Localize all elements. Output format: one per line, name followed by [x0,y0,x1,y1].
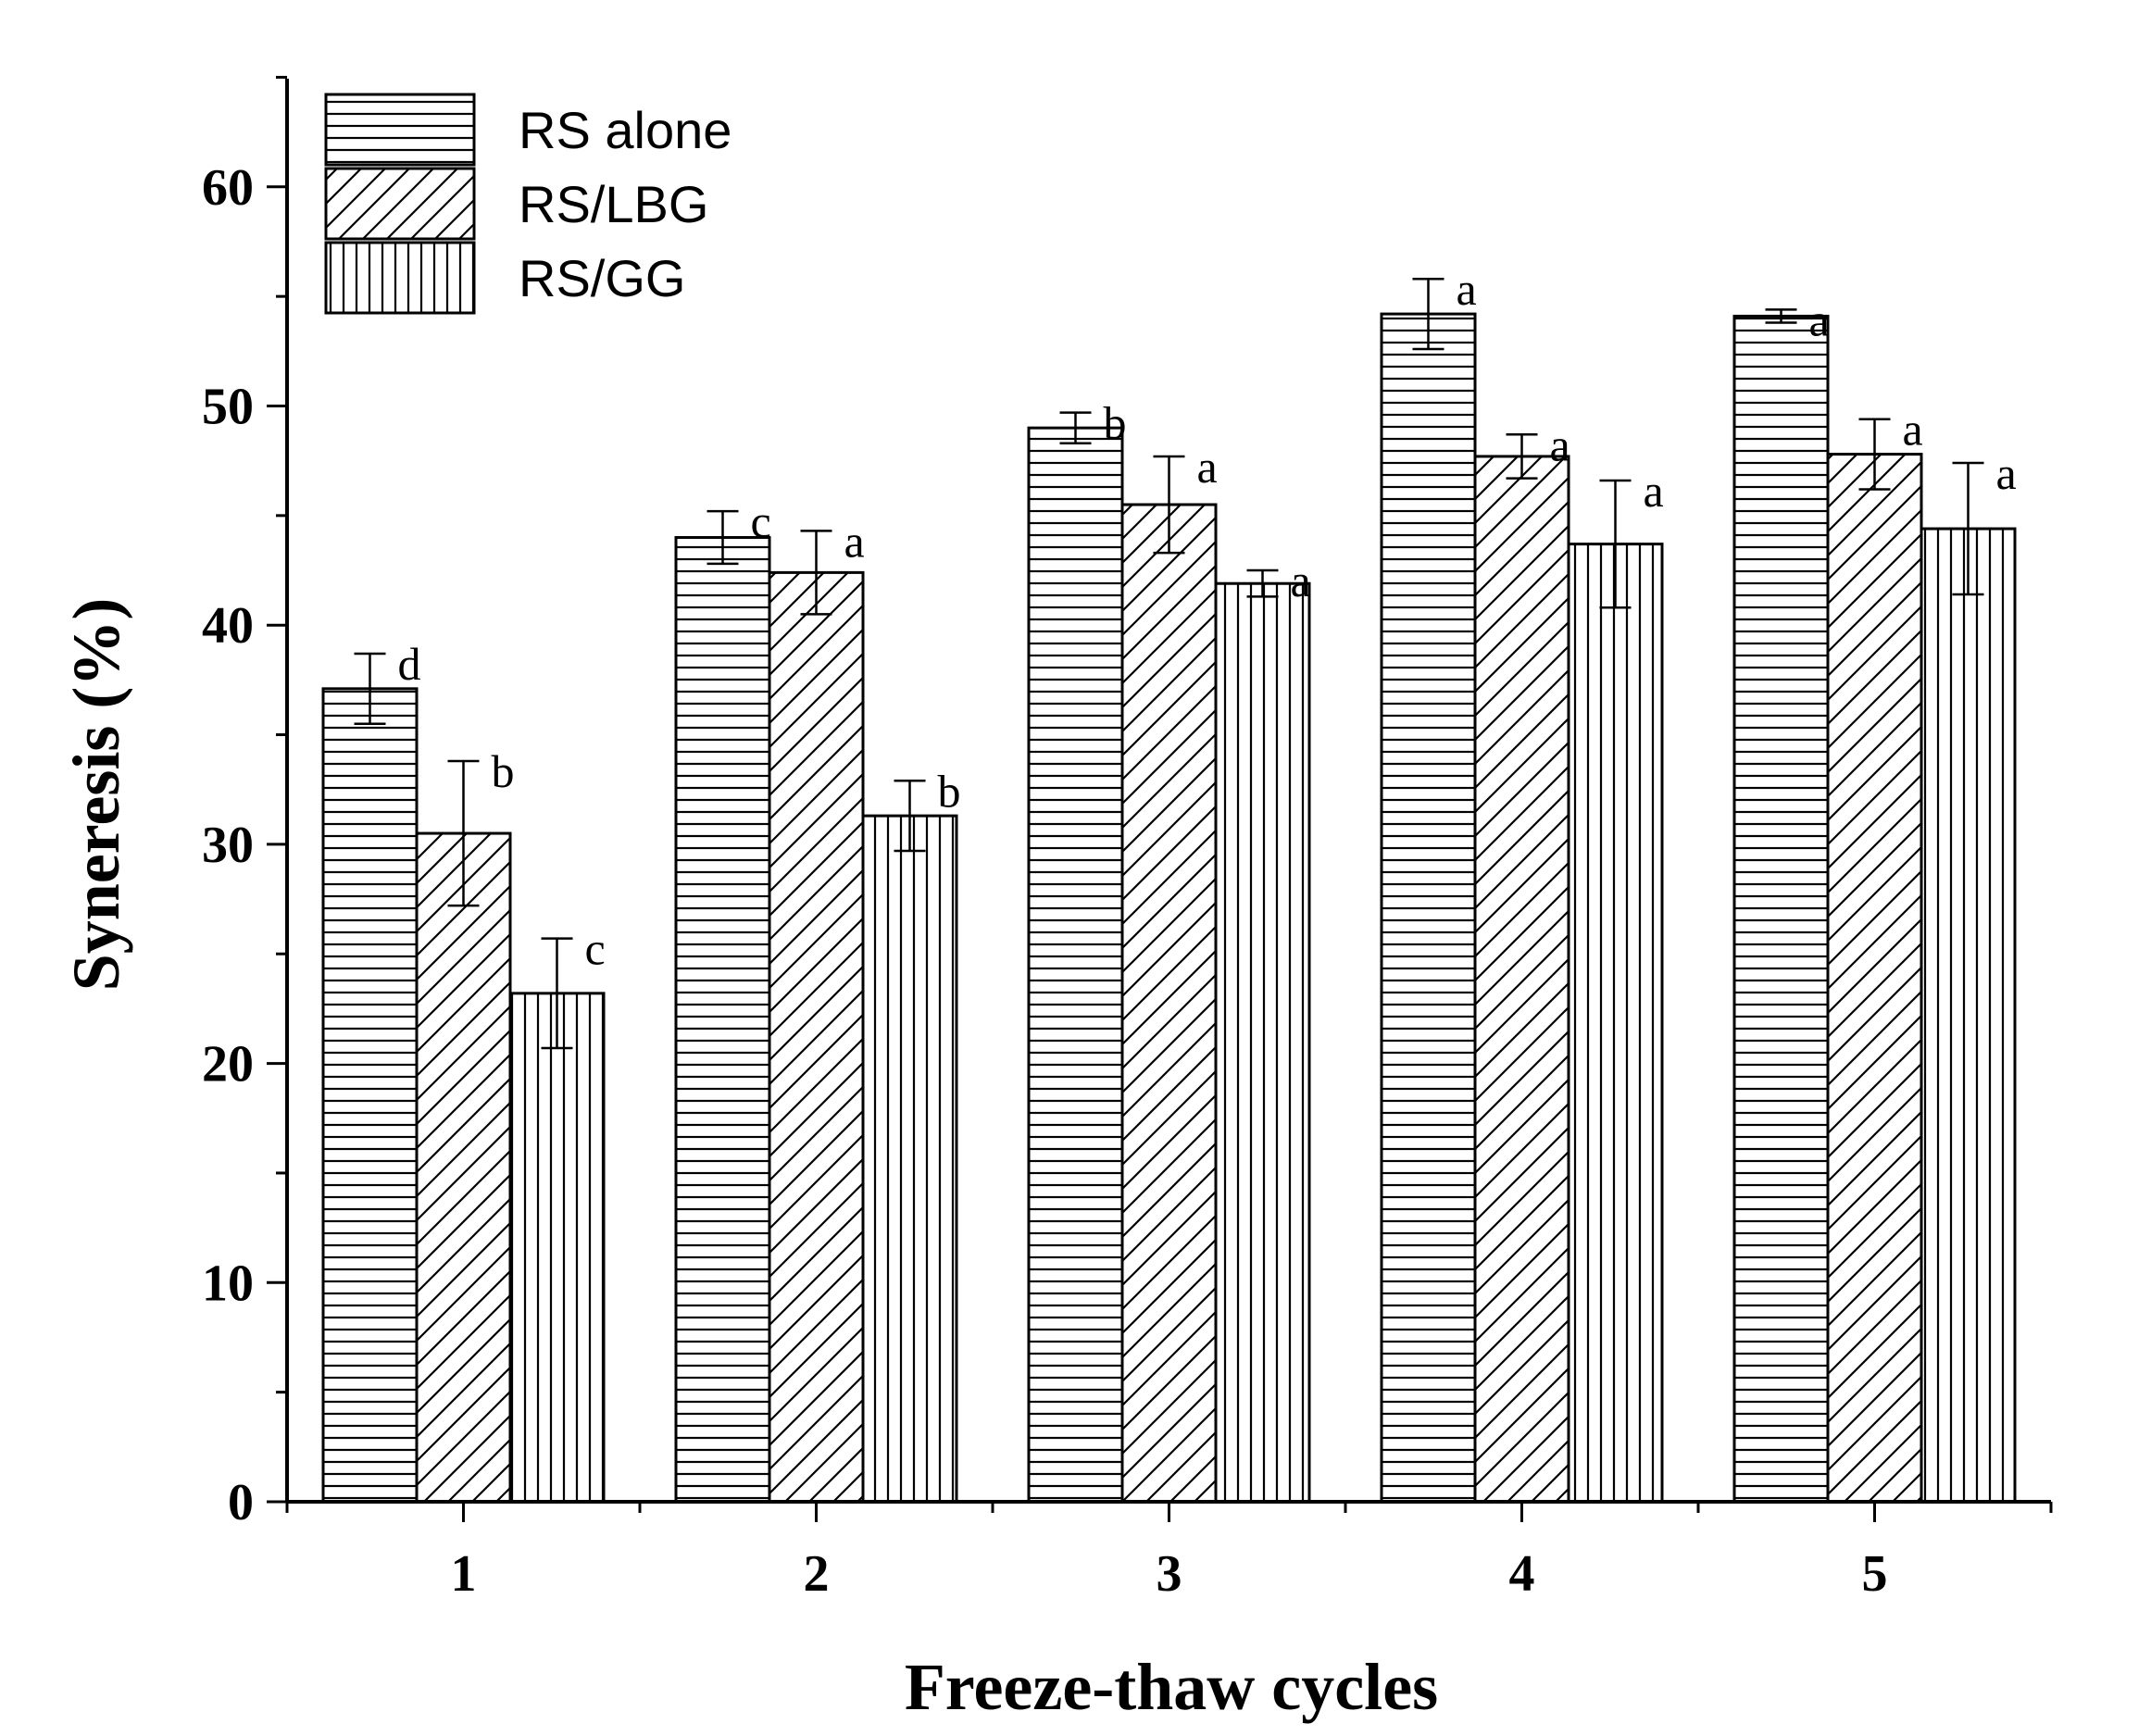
bar-rs-alone-cycle-3 [1027,426,1124,1504]
significance-label: a [1809,293,1830,345]
bar-rs-alone-cycle-2 [674,536,771,1504]
significance-label: a [1903,404,1923,456]
significance-label: a [1550,418,1570,470]
y-tick-label: 50 [202,379,254,436]
y-tick-label: 60 [202,159,254,217]
significance-label: a [1457,263,1477,315]
y-tick-label: 20 [202,1036,254,1093]
legend-swatch-rs-alone [324,93,476,167]
bar-rs-lbg-cycle-4 [1473,455,1570,1504]
significance-label: a [1644,465,1664,517]
significance-label: b [1104,397,1127,449]
x-tick-label: 4 [1509,1545,1535,1603]
significance-label: b [938,765,961,817]
bar-rs-gg-cycle-1 [508,992,606,1504]
x-tick-label: 1 [451,1545,477,1603]
bar-rs-alone-cycle-4 [1380,312,1477,1504]
bar-rs-gg-cycle-2 [861,814,958,1504]
legend: RS alone RS/LBG RS/GG [324,93,732,315]
bar-rs-lbg-cycle-2 [768,570,865,1504]
bar-rs-alone-cycle-1 [321,687,419,1504]
legend-swatch-rs-lbg [324,167,476,241]
y-axis-title: Syneresis (%) [59,598,133,992]
legend-swatch-rs-gg [324,241,476,315]
x-axis-title: Freeze-thaw cycles [905,1650,1438,1724]
x-tick-label: 3 [1157,1545,1182,1603]
bar-rs-lbg-cycle-1 [415,831,512,1504]
y-tick-label: 30 [202,817,254,874]
significance-label: a [844,515,865,567]
bar-rs-lbg-cycle-3 [1120,503,1218,1504]
y-tick-label: 10 [202,1255,254,1312]
significance-label: a [1197,441,1218,493]
y-tick-label: 40 [202,597,254,655]
significance-label: d [398,638,421,690]
legend-label: RS/GG [519,249,685,307]
bar-rs-lbg-cycle-5 [1826,453,1923,1504]
y-tick-label: 0 [228,1474,254,1531]
significance-label: a [1996,447,2017,499]
plot-area: d c b a a b a a a a c b a a a [321,263,2017,1504]
significance-label: c [751,495,771,547]
bar-rs-gg-cycle-3 [1214,581,1311,1504]
bar-rs-alone-cycle-5 [1732,314,1830,1504]
axes: 0 10 20 30 40 50 60 1 2 3 4 5 [202,75,2053,1603]
significance-label: c [585,923,606,975]
legend-label: RS/LBG [519,175,708,233]
bar-rs-gg-cycle-4 [1567,543,1664,1504]
significance-label: a [1291,555,1311,606]
x-tick-label: 2 [804,1545,830,1603]
x-tick-label: 5 [1862,1545,1888,1603]
significance-label: b [492,745,515,797]
legend-label: RS alone [519,101,732,159]
bar-rs-gg-cycle-5 [1920,527,2017,1504]
